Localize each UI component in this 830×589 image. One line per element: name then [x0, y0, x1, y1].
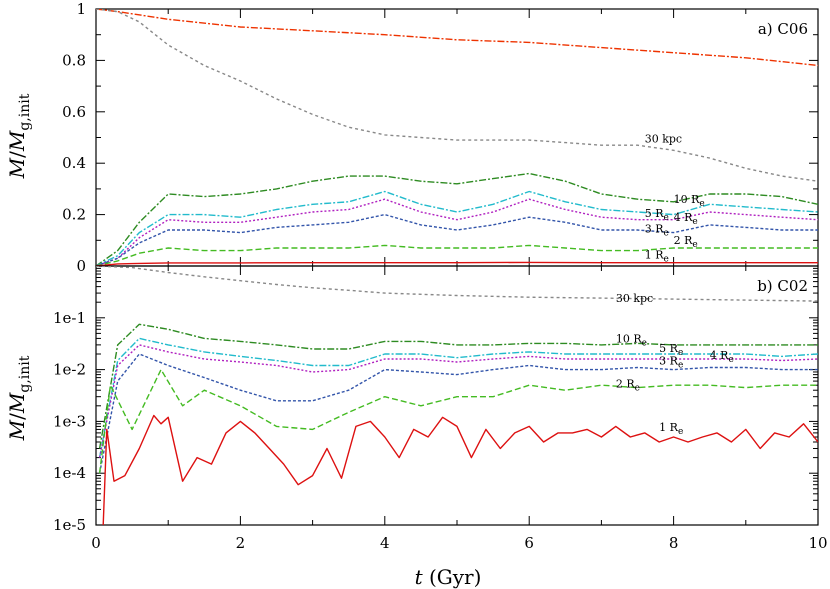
curve-label: 4 Re: [674, 211, 698, 227]
curve-label: 30 kpc: [616, 292, 653, 305]
curve-label: 3 Re: [659, 355, 683, 371]
series-line-orange: [96, 9, 818, 67]
y-tick-label: 1: [76, 0, 86, 18]
series-line-1-re: [96, 261, 818, 266]
curve-label: 10 Re: [674, 193, 705, 209]
curve-label: 2 Re: [674, 234, 698, 250]
series-line-2-re: [96, 244, 818, 266]
y-axis-label-top: M/Mg,init: [5, 93, 33, 179]
series-line-10-re: [96, 172, 818, 266]
curve-label: 1 Re: [659, 421, 683, 437]
curve-label: 2 Re: [616, 378, 640, 394]
curve-label: 30 kpc: [645, 133, 682, 146]
y-tick-label: 0.6: [62, 103, 86, 121]
curve-label: 5 Re: [645, 207, 669, 223]
x-axis-label: t (Gyr): [415, 565, 482, 589]
series-line-3-re: [98, 353, 818, 474]
series-line-1-re: [102, 414, 818, 525]
plot-frame-top: [95, 8, 819, 267]
curve-label: 4 Re: [710, 349, 734, 365]
series-line-3-re: [96, 213, 818, 266]
x-tick-label: 4: [380, 534, 390, 552]
x-tick-label: 6: [524, 534, 534, 552]
y-tick-label: 1e-3: [53, 412, 86, 430]
series-line-30-kpc: [96, 266, 818, 302]
y-tick-label: 1e-1: [53, 309, 86, 327]
plot-frame-bottom: [95, 265, 819, 526]
y-tick-label: 0.4: [62, 154, 86, 172]
x-tick-label: 2: [236, 534, 246, 552]
series-group-top: [96, 9, 818, 266]
x-tick-label: 10: [808, 534, 827, 552]
y-axis-label-bottom: M/Mg,init: [5, 355, 33, 441]
panel-c06: 0 0.2 0.4 0.6 0.8 1 30 kpc 10 Re 5 Re 4 Re 3 Re 2 R…: [62, 0, 819, 275]
y-tick-label: 0.8: [62, 51, 86, 69]
series-line-4-re: [98, 344, 818, 458]
curve-label: 10 Re: [616, 333, 647, 349]
x-tick-label: 8: [669, 534, 679, 552]
x-tick-label: 0: [91, 534, 101, 552]
y-tick-label: 0.2: [62, 206, 86, 224]
panel-label-top: a) C06: [758, 20, 808, 38]
series-line-5-re: [96, 190, 818, 266]
series-group-bottom: [96, 266, 818, 525]
series-line-5-re: [98, 337, 818, 458]
y-tick-label: 1e-4: [53, 464, 86, 482]
panel-label-bottom: b) C02: [757, 277, 808, 295]
curve-label: 5 Re: [659, 342, 683, 358]
y-tick-label: 0: [76, 257, 86, 275]
series-line-2-re: [98, 368, 818, 474]
panel-c02: 0 2 4 6 8 10 1e-5 1e-4 1e-3 1e-2 1e-1 30 kpc 10 Re 5 …: [53, 265, 828, 552]
y-tick-label: 1e-5: [53, 516, 86, 534]
series-line-4-re: [96, 198, 818, 266]
series-line-30-kpc: [96, 9, 818, 182]
y-tick-label: 1e-2: [53, 361, 86, 379]
series-line-10-re: [98, 323, 818, 449]
curve-label: 1 Re: [645, 248, 669, 264]
curve-label: 3 Re: [645, 223, 669, 239]
